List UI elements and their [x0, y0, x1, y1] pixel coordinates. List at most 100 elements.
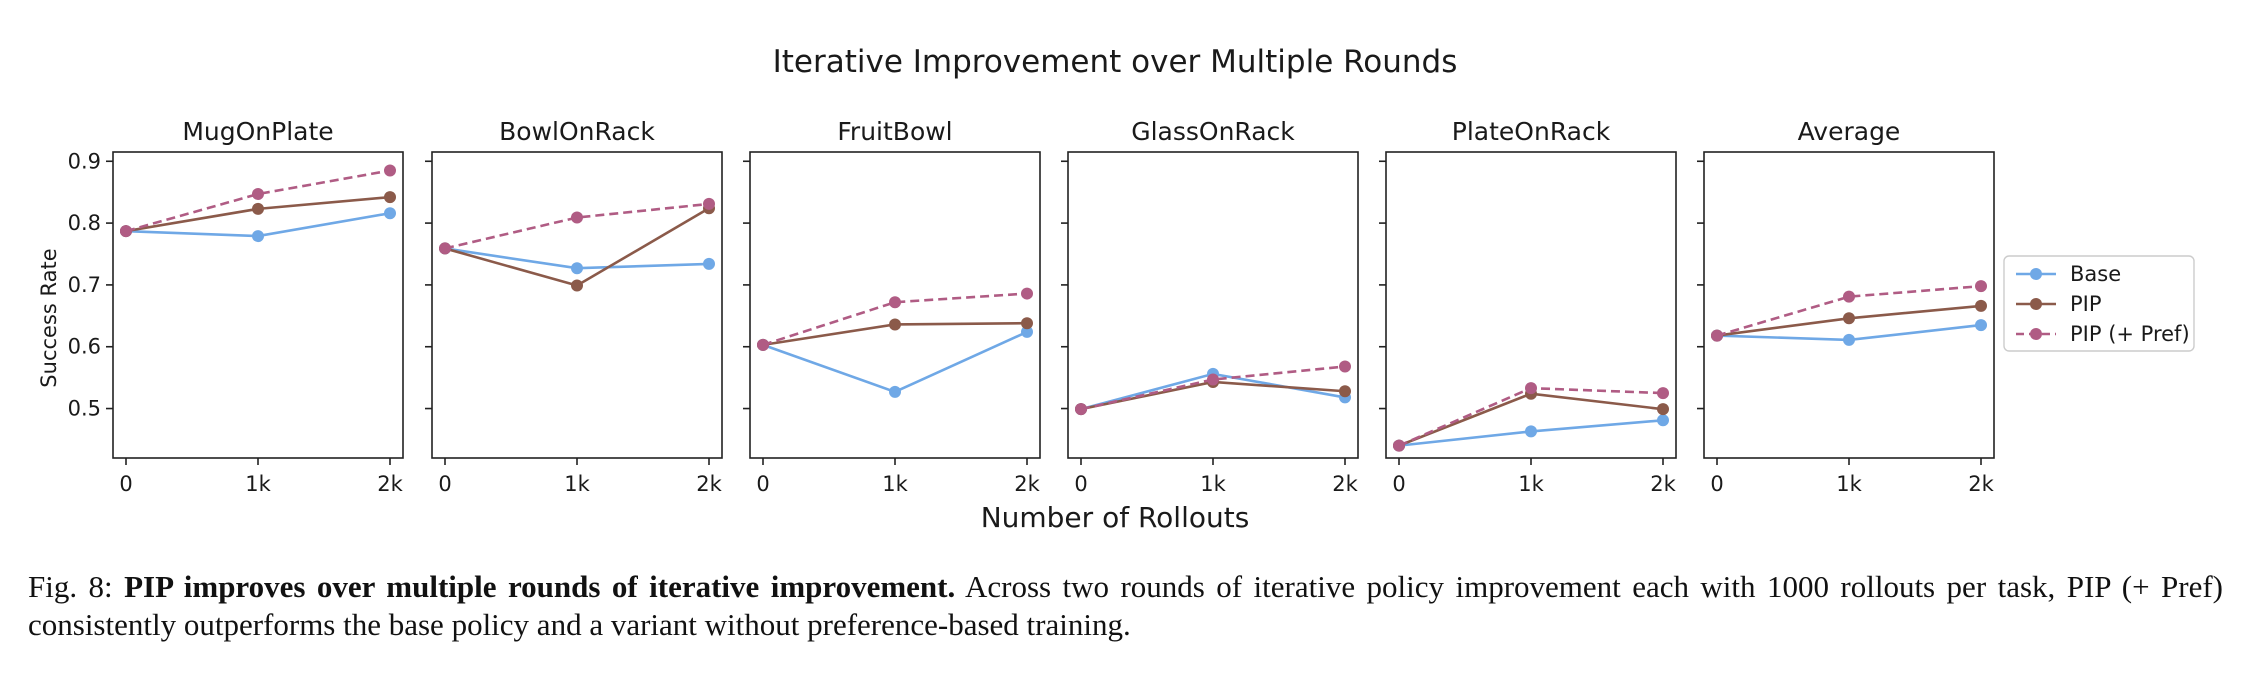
data-point-pip-pref: [757, 338, 769, 351]
data-point-pip-pref: [1657, 387, 1669, 400]
legend-label: Base: [2070, 262, 2121, 286]
data-point-pip-pref: [1975, 280, 1987, 293]
data-point-pip: [1339, 385, 1351, 398]
series-line-pip-pref: [1716, 284, 1982, 337]
panel-glassonrack: GlassOnRack 0 1k 2k: [1061, 117, 1359, 496]
y-tick-label: 0.8: [68, 211, 101, 235]
legend-marker-pip: [2030, 298, 2042, 310]
legend-label: PIP (+ Pref): [2070, 322, 2190, 346]
x-tick-label: 0: [438, 472, 451, 496]
data-point-base: [1525, 425, 1537, 438]
chart-title: Iterative Improvement over Multiple Roun…: [773, 44, 1458, 80]
data-point-pip: [252, 202, 264, 215]
panel-frame: [1385, 151, 1677, 459]
x-tick-label: 1k: [245, 472, 271, 496]
data-point-pip-pref: [1207, 373, 1219, 386]
panel-frame: [431, 151, 723, 459]
x-tick-label: 2k: [377, 472, 403, 496]
data-point-pip-pref: [384, 164, 396, 177]
x-tick-label: 1k: [1836, 472, 1862, 496]
x-axis-label: Number of Rollouts: [981, 501, 1250, 534]
x-tick-label: 2k: [1332, 472, 1358, 496]
data-point-base: [384, 207, 396, 220]
x-tick-label: 2k: [1968, 472, 1994, 496]
legend-label: PIP: [2070, 292, 2102, 316]
x-tick-label: 0: [119, 472, 132, 496]
figure-caption: Fig. 8: PIP improves over multiple round…: [28, 568, 2223, 644]
x-tick-label: 2k: [696, 472, 722, 496]
legend-marker-base: [2030, 268, 2042, 280]
data-point-pip: [1843, 312, 1855, 325]
panel-title: BowlOnRack: [499, 117, 655, 146]
panel-bowlonrack: BowlOnRack 0 1k 2k: [425, 117, 723, 496]
series-line-pip-pref: [1080, 365, 1346, 411]
x-tick-label: 2k: [1014, 472, 1040, 496]
panel-frame: [112, 151, 404, 459]
y-tick-label: 0.9: [68, 149, 101, 173]
x-tick-label: 2k: [1650, 472, 1676, 496]
caption-text: Across two rounds of iterative policy im…: [28, 569, 2224, 642]
x-tick-label: 0: [1074, 472, 1087, 496]
data-point-base: [703, 257, 715, 270]
y-tick-label: 0.6: [68, 335, 101, 359]
panel-mugonplate: MugOnPlate 0.5 0.6 0.7 0.8 0.9 0 1k 2k: [68, 117, 404, 496]
figure: Iterative Improvement over Multiple Roun…: [37, 44, 2195, 534]
data-point-pip-pref: [1339, 360, 1351, 373]
x-tick-label: 1k: [882, 472, 908, 496]
data-point-base: [889, 385, 901, 398]
y-tick-label: 0.5: [68, 397, 101, 421]
data-point-pip-pref: [1393, 439, 1405, 452]
x-tick-label: 1k: [1518, 472, 1544, 496]
data-point-pip: [1657, 403, 1669, 416]
data-point-pip: [571, 279, 583, 292]
x-tick-label: 0: [756, 472, 769, 496]
data-point-pip-pref: [1021, 287, 1033, 300]
data-point-base: [1975, 319, 1987, 332]
data-point-base: [252, 230, 264, 243]
x-tick-label: 1k: [564, 472, 590, 496]
series-line-pip: [1398, 392, 1664, 447]
data-point-pip-pref: [252, 188, 264, 201]
data-point-pip-pref: [120, 225, 132, 238]
data-point-base: [1843, 333, 1855, 346]
panel-frame: [749, 151, 1041, 459]
data-point-base: [1657, 414, 1669, 427]
data-point-pip: [889, 318, 901, 331]
data-point-pip-pref: [1525, 382, 1537, 395]
x-tick-label: 0: [1392, 472, 1405, 496]
panel-frame: [1703, 151, 1995, 459]
panel-title: GlassOnRack: [1131, 117, 1295, 146]
data-point-pip: [1021, 317, 1033, 330]
data-point-base: [1021, 325, 1033, 338]
panel-title: MugOnPlate: [182, 117, 333, 146]
panel-frame: [1067, 151, 1359, 459]
caption-bold: PIP improves over multiple rounds of ite…: [124, 569, 956, 604]
data-point-base: [571, 262, 583, 275]
caption-label: Fig. 8:: [28, 569, 113, 604]
panel-title: Average: [1798, 117, 1901, 146]
panel-plateonrack: PlateOnRack 0 1k 2k: [1379, 117, 1677, 496]
legend-marker-pip-pref: [2030, 328, 2042, 340]
legend: Base PIP PIP (+ Pref): [2003, 255, 2195, 352]
data-point-pip-pref: [703, 197, 715, 210]
panel-average: Average 0 1k 2k: [1697, 117, 1995, 496]
y-tick-label: 0.7: [68, 273, 101, 297]
panel-fruitbowl: FruitBowl 0 1k 2k: [743, 117, 1041, 496]
x-tick-label: 1k: [1200, 472, 1226, 496]
x-tick-label: 0: [1710, 472, 1723, 496]
panel-title: PlateOnRack: [1452, 117, 1611, 146]
series-line-pip-pref: [444, 202, 710, 250]
data-point-pip: [1975, 299, 1987, 312]
legend-box: [2003, 255, 2195, 352]
data-point-pip-pref: [1075, 403, 1087, 416]
y-axis-label: Success Rate: [37, 248, 61, 387]
series-line-base: [762, 330, 1028, 394]
data-point-pip-pref: [439, 242, 451, 255]
series-line-pip-pref: [125, 169, 391, 233]
panel-title: FruitBowl: [837, 117, 952, 146]
data-point-pip-pref: [571, 211, 583, 224]
series-line-pip-pref: [762, 292, 1028, 347]
data-point-pip: [384, 191, 396, 204]
data-point-pip-pref: [889, 296, 901, 309]
